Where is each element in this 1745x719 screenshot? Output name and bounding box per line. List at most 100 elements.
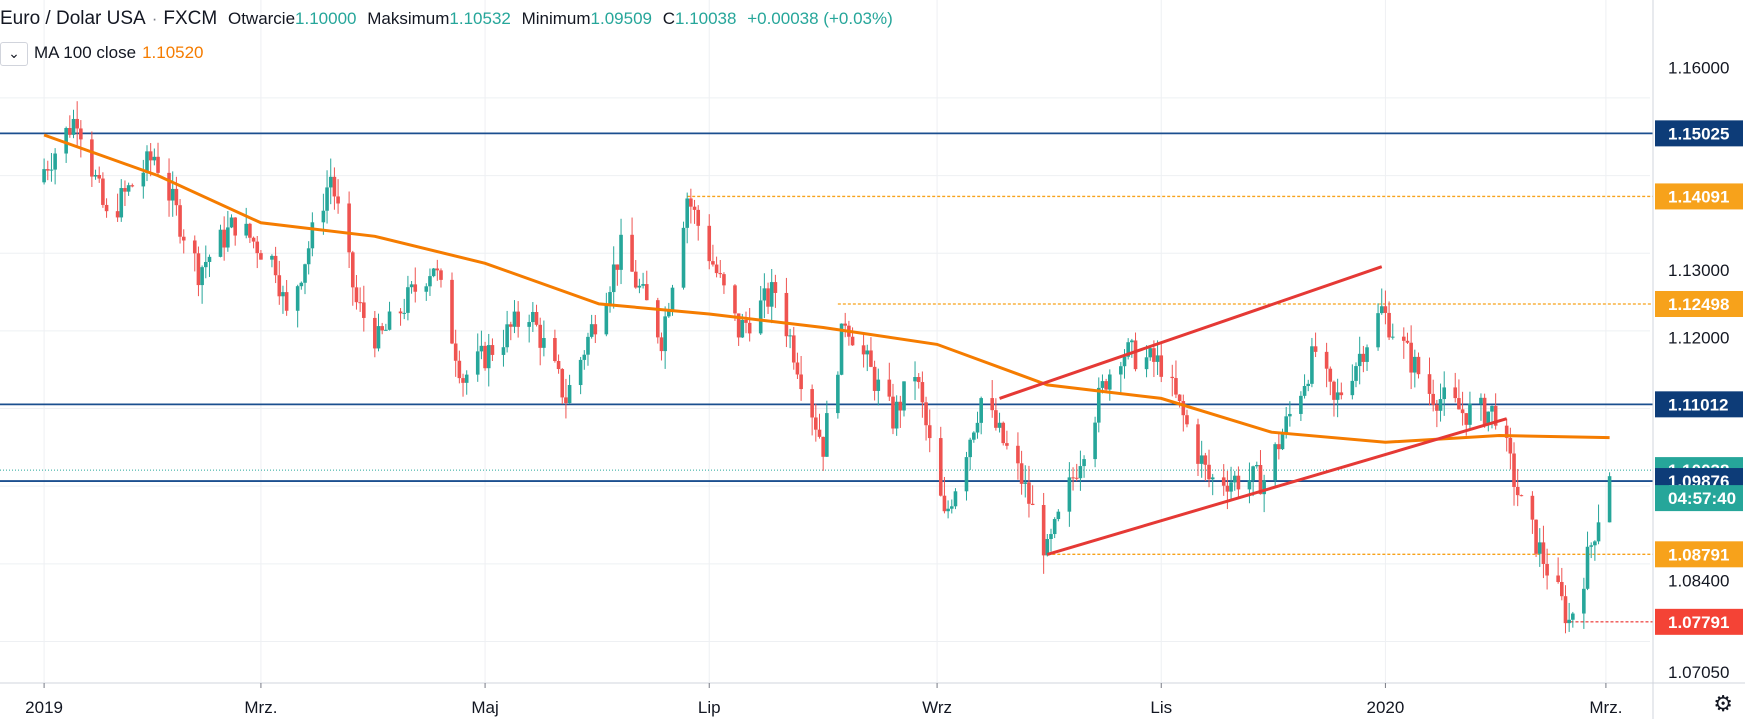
horizontal-lines[interactable] [0,132,1653,623]
candle-body [167,172,171,201]
candle-body [1313,346,1318,352]
candle-body [68,128,72,135]
time-tick-label: Maj [471,698,498,717]
candle-body [659,337,664,352]
candle-body [791,335,796,363]
candle-body [328,176,333,188]
candle-body [486,345,491,369]
candle-body [975,422,980,433]
candle-body [299,282,304,287]
candle-body [336,196,340,204]
candle-body [1258,465,1263,495]
candle-body [93,174,98,177]
candle-body [1052,519,1057,535]
candle-body [560,369,565,398]
symbol-name[interactable]: Euro / Dolar USA [0,8,146,29]
candle-body [1390,336,1395,338]
candle-body [1512,453,1516,487]
candle-body [1442,387,1447,400]
candle-body [1119,366,1123,375]
candle-body [332,176,337,197]
candle-body [1251,466,1255,481]
candle-body [1107,374,1112,390]
candle-body [1541,542,1546,564]
candle-body [435,268,440,271]
candle-body [1023,482,1028,484]
candle-body [71,118,76,135]
candle-body [1045,539,1050,556]
candle-body [949,506,954,509]
time-tick-label: Lis [1150,698,1172,717]
candle-body [1339,392,1344,396]
candle-body [582,354,587,360]
candle-body [527,322,531,327]
candle-body [387,311,392,330]
candle-body [902,381,906,411]
candle-body [1030,503,1035,506]
candle-body [1181,401,1186,416]
candle-body [1515,486,1520,496]
candle-body [821,436,825,457]
candle-body [126,185,131,192]
candle-body [861,345,866,355]
candle-body [431,268,436,277]
candle-body [1247,480,1252,490]
candle-body [362,302,366,318]
price-label-box [1655,183,1743,210]
candle-body [1332,381,1336,400]
candle-body [869,350,873,367]
candle-body [1001,422,1006,444]
trend-line[interactable] [999,265,1383,400]
time-tick-label: Lip [698,698,721,717]
price-axis[interactable]: 1.16000 1.13000 1.12000 1.08400 1.07050 [1652,0,1729,719]
low-value: 1.09509 [590,9,652,28]
price-tick-label: 1.08400 [1668,572,1729,591]
candle-body [681,227,686,288]
candle-body [1460,409,1465,414]
candle-body [1203,455,1208,465]
candle-body [1405,340,1410,343]
time-tick-label: Mrz. [1589,698,1622,717]
candle-body [1082,459,1086,467]
candle-body [979,398,983,423]
candle-body [769,282,774,307]
candle-body [170,188,175,201]
candle-body [1560,581,1564,597]
collapse-toggle-icon[interactable]: ⌄ [0,42,28,66]
candle-body [611,264,616,293]
time-tick-label: 2020 [1366,698,1404,717]
candle-body [1196,424,1200,464]
candle-body [325,187,329,211]
candle-body [450,279,454,344]
candle-body [1427,374,1432,394]
candle-body [145,151,149,173]
time-tick-label: 2019 [25,698,63,717]
candle-body [1130,340,1134,343]
candle-body [972,432,976,440]
candle-body [1324,351,1329,369]
price-label-text: 1.12498 [1668,295,1729,314]
candle-body [321,210,326,223]
candle-body [1479,397,1483,404]
candle-body [667,309,671,317]
candle-body [1607,476,1612,523]
ma-name[interactable]: MA 100 close [34,43,137,63]
candle-body [1453,387,1458,399]
time-axis[interactable]: 2019 Mrz. Maj Lip Wrz Lis 2020 Mrz. [0,682,1745,717]
candle-body [1545,563,1549,576]
candle-body [284,292,289,311]
price-label-box [1655,541,1743,568]
trend-lines[interactable] [999,265,1508,556]
trend-line[interactable] [1046,417,1508,556]
candle-body [358,302,362,304]
candle-body [123,188,127,192]
gear-icon[interactable]: ⚙ [1713,691,1733,716]
ma100-line [43,133,1610,444]
candle-body [148,151,153,161]
candle-body [817,429,822,437]
candle-body [42,169,46,183]
candle-body [1225,485,1230,492]
candle-body [45,169,50,171]
candle-body [1519,495,1524,497]
